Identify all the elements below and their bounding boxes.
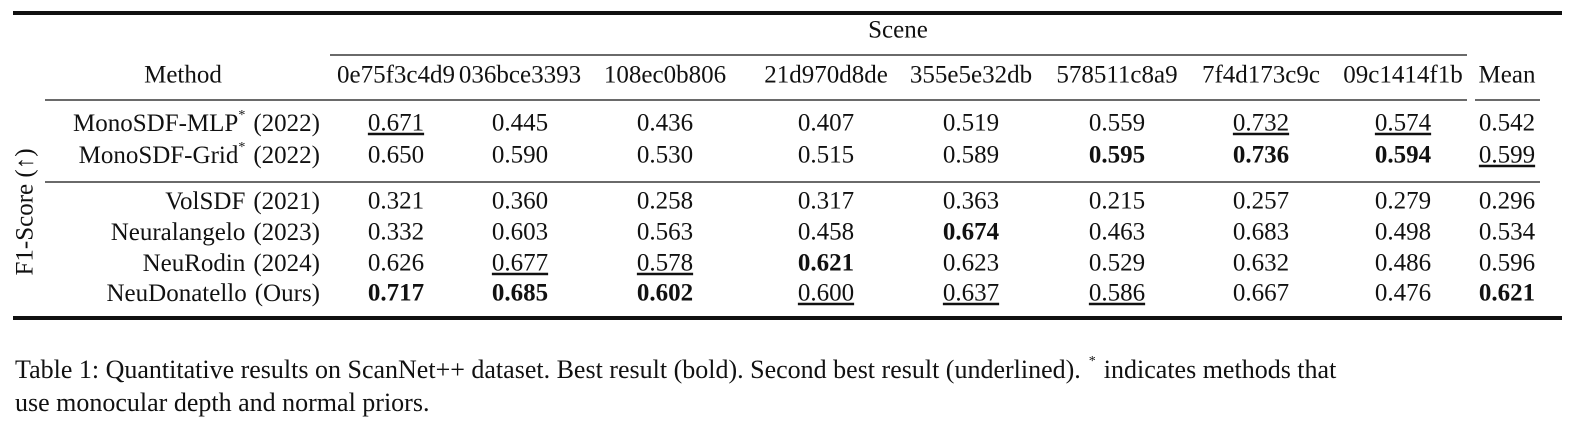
method-cell: VolSDF (2021): [165, 188, 320, 215]
score-cell: 0.596: [1479, 250, 1535, 277]
score-cell: 0.534: [1479, 219, 1536, 246]
score-cell: 0.637: [943, 280, 999, 307]
caption-text: Table 1: Quantitative results on ScanNet…: [15, 355, 1081, 384]
score-cell: 0.578: [637, 250, 693, 277]
score-cell: 0.486: [1375, 250, 1431, 277]
method-mark: *: [238, 108, 245, 123]
score-cell: 0.736: [1233, 142, 1289, 169]
method-name: NeuDonatello: [107, 280, 247, 307]
score-cell: 0.363: [943, 188, 999, 215]
method-cell: Neuralangelo (2023): [111, 219, 320, 246]
column-header: 7f4d173c9c: [1202, 62, 1320, 89]
score-cell: 0.436: [637, 110, 693, 137]
score-cell: 0.407: [798, 110, 854, 137]
score-cell: 0.458: [798, 219, 854, 246]
score-cell: 0.674: [943, 219, 1000, 246]
score-cell: 0.574: [1375, 110, 1432, 137]
score-cell: 0.623: [943, 250, 999, 277]
score-cell: 0.317: [798, 188, 854, 215]
score-cell: 0.732: [1233, 110, 1289, 137]
score-cell: 0.599: [1479, 142, 1535, 169]
score-cell: 0.683: [1233, 219, 1289, 246]
column-header: 108ec0b806: [604, 62, 726, 89]
method-name: MonoSDF-Grid: [79, 142, 239, 169]
column-header: 036bce3393: [459, 62, 581, 89]
score-cell: 0.257: [1233, 188, 1289, 215]
score-cell: 0.498: [1375, 219, 1431, 246]
column-header: 21d970d8de: [764, 62, 888, 89]
score-cell: 0.677: [492, 250, 548, 277]
method-name: VolSDF: [165, 188, 245, 215]
score-cell: 0.586: [1089, 280, 1145, 307]
method-name: NeuRodin: [143, 250, 246, 277]
score-cell: 0.332: [368, 219, 424, 246]
score-cell: 0.685: [492, 280, 548, 307]
score-cell: 0.650: [368, 142, 424, 169]
column-header: Mean: [1479, 62, 1536, 89]
column-header: 09c1414f1b: [1343, 62, 1462, 89]
method-cell: MonoSDF-Grid* (2022): [79, 140, 320, 169]
column-header: 578511c8a9: [1056, 62, 1177, 89]
score-cell: 0.360: [492, 188, 548, 215]
side-label: F1-Score (↑): [12, 148, 39, 275]
score-cell: 0.296: [1479, 188, 1535, 215]
method-year: (Ours): [255, 280, 320, 307]
score-cell: 0.215: [1089, 188, 1145, 215]
score-cell: 0.279: [1375, 188, 1431, 215]
group-header: Scene: [868, 17, 928, 44]
score-cell: 0.600: [798, 280, 854, 307]
score-cell: 0.590: [492, 142, 548, 169]
caption: use monocular depth and normal priors.: [15, 388, 429, 417]
score-cell: 0.559: [1089, 110, 1145, 137]
caption-mark: *: [1089, 354, 1096, 369]
score-cell: 0.603: [492, 219, 548, 246]
score-cell: 0.589: [943, 142, 999, 169]
score-cell: 0.542: [1479, 110, 1535, 137]
score-cell: 0.621: [798, 250, 854, 277]
score-cell: 0.671: [368, 110, 424, 137]
score-cell: 0.515: [798, 142, 854, 169]
score-cell: 0.602: [637, 280, 693, 307]
caption: Table 1: Quantitative results on ScanNet…: [15, 354, 1337, 384]
method-name: MonoSDF-MLP: [73, 110, 238, 137]
column-header: 355e5e32db: [910, 62, 1032, 89]
score-cell: 0.632: [1233, 250, 1289, 277]
column-header: Method: [144, 62, 222, 89]
score-cell: 0.529: [1089, 250, 1145, 277]
score-cell: 0.621: [1479, 280, 1535, 307]
method-cell: MonoSDF-MLP* (2022): [73, 108, 320, 137]
method-year: (2021): [253, 188, 320, 215]
method-name: Neuralangelo: [111, 219, 246, 246]
score-cell: 0.530: [637, 142, 693, 169]
method-year: (2022): [253, 142, 320, 169]
method-cell: NeuDonatello (Ours): [107, 280, 321, 307]
table-body: Method 0e75f3c4d9 036bce3393 108ec0b806 21d9…: [73, 62, 1536, 307]
score-cell: 0.667: [1233, 280, 1289, 307]
method-mark: *: [238, 140, 245, 155]
score-cell: 0.595: [1089, 142, 1145, 169]
score-cell: 0.258: [637, 188, 693, 215]
method-year: (2022): [253, 110, 320, 137]
method-year: (2023): [253, 219, 320, 246]
score-cell: 0.463: [1089, 219, 1145, 246]
score-cell: 0.717: [368, 280, 424, 307]
method-year: (2024): [253, 250, 320, 277]
score-cell: 0.594: [1375, 142, 1432, 169]
score-cell: 0.321: [368, 188, 424, 215]
score-cell: 0.563: [637, 219, 693, 246]
score-cell: 0.476: [1375, 280, 1431, 307]
score-cell: 0.445: [492, 110, 548, 137]
caption-text: indicates methods that: [1104, 355, 1337, 384]
score-cell: 0.626: [368, 250, 424, 277]
column-header: 0e75f3c4d9: [337, 62, 455, 89]
method-cell: NeuRodin (2024): [143, 250, 320, 277]
score-cell: 0.519: [943, 110, 999, 137]
